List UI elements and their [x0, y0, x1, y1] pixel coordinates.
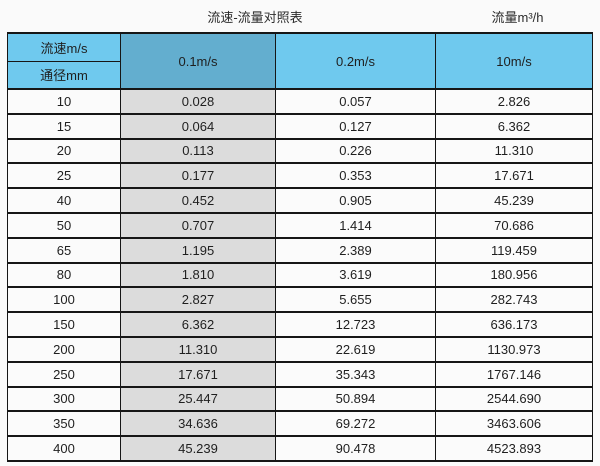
table-header: 流速m/s 0.1m/s 0.2m/s 10m/s 通径mm — [7, 32, 593, 90]
table-row: 50 0.707 1.414 70.686 — [7, 211, 593, 239]
diameter-cell: 80 — [7, 261, 121, 289]
table-body: 10 0.028 0.057 2.826 15 0.064 0.127 6.362 20 0.11… — [7, 88, 593, 462]
flow-value-cell: 3463.606 — [435, 410, 593, 438]
flow-value-cell: 2.389 — [275, 236, 436, 264]
column-header-10ms: 10m/s — [435, 32, 593, 90]
table-row: 80 1.810 3.619 180.956 — [7, 261, 593, 289]
table-row: 15 0.064 0.127 6.362 — [7, 112, 593, 140]
table-row: 250 17.671 35.343 1767.146 — [7, 360, 593, 388]
flow-value-cell: 45.239 — [435, 187, 593, 214]
flow-value-cell: 180.956 — [435, 261, 593, 289]
flow-value-cell: 11.310 — [120, 335, 276, 363]
flow-value-cell: 5.655 — [275, 286, 436, 314]
flow-value-cell: 0.057 — [275, 88, 436, 115]
table-row: 300 25.447 50.894 2544.690 — [7, 385, 593, 413]
flow-value-cell: 2544.690 — [435, 385, 593, 413]
flow-value-cell: 0.064 — [120, 112, 276, 140]
flow-value-cell: 35.343 — [275, 360, 436, 388]
flow-value-cell: 70.686 — [435, 211, 593, 239]
corner-velocity-label: 流速m/s — [7, 32, 121, 62]
header-row-bottom: 通径mm — [7, 60, 593, 90]
table-row: 25 0.177 0.353 17.671 — [7, 162, 593, 190]
flow-value-cell: 0.028 — [120, 88, 276, 115]
diameter-cell: 40 — [7, 187, 121, 214]
column-header-0-1ms: 0.1m/s — [120, 32, 276, 90]
flow-value-cell: 50.894 — [275, 385, 436, 413]
corner-diameter-label: 通径mm — [7, 60, 121, 90]
table-row: 200 11.310 22.619 1130.973 — [7, 335, 593, 363]
flow-value-cell: 636.173 — [435, 311, 593, 338]
diameter-cell: 15 — [7, 112, 121, 140]
flow-value-cell: 0.226 — [275, 137, 436, 165]
flow-value-cell: 0.177 — [120, 162, 276, 190]
diameter-cell: 300 — [7, 385, 121, 413]
flow-value-cell: 0.113 — [120, 137, 276, 165]
flow-value-cell: 4523.893 — [435, 435, 593, 462]
table-row: 350 34.636 69.272 3463.606 — [7, 410, 593, 438]
header-row-top: 流速m/s 0.1m/s 0.2m/s 10m/s — [7, 32, 593, 90]
diameter-cell: 100 — [7, 286, 121, 314]
flow-value-cell: 1130.973 — [435, 335, 593, 363]
table-title: 流速-流量对照表 — [207, 9, 303, 25]
flow-value-cell: 1767.146 — [435, 360, 593, 388]
flow-value-cell: 12.723 — [275, 311, 436, 338]
flow-value-cell: 0.353 — [275, 162, 436, 190]
diameter-cell: 200 — [7, 335, 121, 363]
diameter-cell: 250 — [7, 360, 121, 388]
flow-value-cell: 90.478 — [275, 435, 436, 462]
table-row: 20 0.113 0.226 11.310 — [7, 137, 593, 165]
flow-unit-label: 流量m³/h — [491, 9, 544, 25]
caption-row: 流速-流量对照表 流量m³/h — [0, 0, 600, 32]
column-header-0-2ms: 0.2m/s — [275, 32, 436, 90]
flow-value-cell: 17.671 — [435, 162, 593, 190]
flow-value-cell: 6.362 — [120, 311, 276, 338]
flow-value-cell: 2.826 — [435, 88, 593, 115]
diameter-cell: 25 — [7, 162, 121, 190]
flow-value-cell: 11.310 — [435, 137, 593, 165]
table-row: 40 0.452 0.905 45.239 — [7, 187, 593, 214]
table-row: 400 45.239 90.478 4523.893 — [7, 435, 593, 462]
flow-value-cell: 6.362 — [435, 112, 593, 140]
flow-value-cell: 17.671 — [120, 360, 276, 388]
diameter-cell: 20 — [7, 137, 121, 165]
flow-rate-table: 流速m/s 0.1m/s 0.2m/s 10m/s 通径mm 10 0.028 0.… — [7, 32, 593, 462]
table-row: 150 6.362 12.723 636.173 — [7, 311, 593, 338]
flow-value-cell: 45.239 — [120, 435, 276, 462]
diameter-cell: 350 — [7, 410, 121, 438]
flow-value-cell: 0.127 — [275, 112, 436, 140]
flow-value-cell: 0.452 — [120, 187, 276, 214]
flow-value-cell: 0.905 — [275, 187, 436, 214]
flow-value-cell: 3.619 — [275, 261, 436, 289]
table-row: 100 2.827 5.655 282.743 — [7, 286, 593, 314]
flow-value-cell: 119.459 — [435, 236, 593, 264]
flow-value-cell: 2.827 — [120, 286, 276, 314]
flow-value-cell: 1.195 — [120, 236, 276, 264]
flow-value-cell: 282.743 — [435, 286, 593, 314]
diameter-cell: 400 — [7, 435, 121, 462]
flow-value-cell: 25.447 — [120, 385, 276, 413]
table-row: 65 1.195 2.389 119.459 — [7, 236, 593, 264]
diameter-cell: 150 — [7, 311, 121, 338]
flow-value-cell: 0.707 — [120, 211, 276, 239]
diameter-cell: 65 — [7, 236, 121, 264]
diameter-cell: 10 — [7, 88, 121, 115]
flow-value-cell: 22.619 — [275, 335, 436, 363]
flow-value-cell: 34.636 — [120, 410, 276, 438]
flow-value-cell: 1.414 — [275, 211, 436, 239]
diameter-cell: 50 — [7, 211, 121, 239]
flow-value-cell: 69.272 — [275, 410, 436, 438]
flow-value-cell: 1.810 — [120, 261, 276, 289]
table-row: 10 0.028 0.057 2.826 — [7, 88, 593, 115]
